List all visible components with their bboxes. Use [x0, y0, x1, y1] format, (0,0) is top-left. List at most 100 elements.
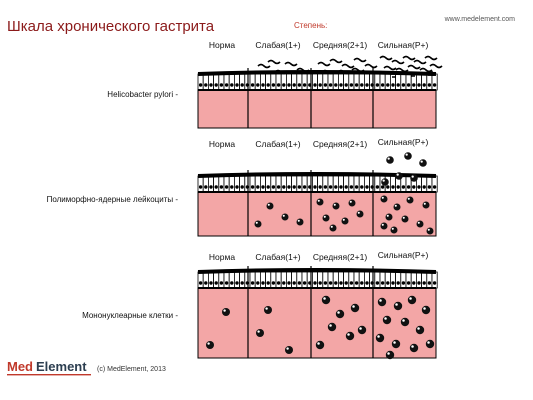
epithelial-cell — [332, 175, 339, 193]
cell-nucleus — [396, 83, 400, 87]
mononuclear-cell — [400, 317, 410, 327]
cell-nucleus — [230, 83, 234, 87]
basement-membrane — [198, 191, 436, 193]
cell-nucleus — [219, 185, 224, 189]
cell-nucleus — [406, 83, 411, 87]
mononuclear-cell — [327, 322, 337, 332]
epithelial-cell — [275, 271, 282, 289]
epithelial-cell — [374, 73, 381, 91]
epithelial-cell — [291, 73, 298, 91]
bacterium — [267, 59, 281, 65]
epithelial-cell — [228, 73, 235, 91]
epithelial-cell — [239, 73, 246, 91]
cell-nucleus — [240, 281, 244, 285]
epithelial-cell — [327, 73, 334, 91]
site-url[interactable]: www.medelement.com — [444, 16, 515, 23]
cell-nucleus — [235, 185, 239, 189]
page-title: Шкала хронического гастрита — [7, 18, 215, 35]
cell-nucleus — [250, 185, 255, 189]
epithelial-cell — [343, 73, 350, 91]
surface-mucus — [197, 70, 437, 76]
epithelial-cell — [337, 271, 344, 289]
cell-nucleus — [318, 83, 322, 87]
neutrophil — [332, 202, 340, 210]
mononuclear-cell — [206, 341, 214, 349]
neutrophil — [322, 214, 330, 222]
epithelial-cell — [395, 73, 402, 91]
cell-nucleus — [344, 83, 348, 87]
neutrophil-highlight — [391, 227, 394, 230]
epithelial-cell — [254, 175, 261, 193]
bacterium — [337, 69, 351, 75]
cell-nucleus — [391, 83, 395, 87]
bacterium — [429, 63, 443, 69]
mononuclear-cell-highlight — [423, 307, 426, 310]
epithelial-cell — [311, 271, 318, 289]
cell-nucleus — [256, 83, 260, 87]
epithelial-cell — [358, 175, 365, 193]
neutrophil — [381, 178, 389, 186]
epithelial-cell — [306, 175, 313, 193]
epithelial-cell — [197, 73, 204, 91]
cell-nucleus — [334, 281, 338, 285]
bacterium-dot — [395, 73, 397, 75]
mononuclear-cell — [407, 295, 417, 305]
mononuclear-cell-highlight — [265, 307, 268, 310]
mononuclear-cell — [357, 325, 367, 335]
cell-nucleus — [354, 83, 359, 87]
neutrophil — [422, 201, 430, 209]
column-header-normal: Норма — [208, 40, 236, 50]
mononuclear-cell-highlight — [207, 342, 210, 345]
epithelial-cell — [337, 73, 344, 91]
mononuclear-cell — [409, 343, 419, 353]
row-label-mononuclear: Мононуклеарные клетки - — [82, 311, 178, 320]
cell-nucleus — [323, 281, 328, 285]
cell-nucleus — [354, 281, 359, 285]
cell-nucleus — [375, 185, 380, 189]
bacterium-dot — [412, 72, 414, 74]
epithelial-cell — [348, 175, 355, 193]
epithelial-cell — [223, 73, 230, 91]
cell-nucleus — [235, 83, 239, 87]
bacterium — [351, 67, 365, 73]
mononuclear-cell — [321, 295, 331, 305]
bacterium-dot — [414, 72, 416, 74]
bacterium — [341, 63, 355, 69]
neutrophil — [386, 156, 394, 164]
mononuclear-cell-highlight — [352, 305, 355, 308]
surface-mucus — [197, 172, 437, 178]
bacterium-dot — [393, 73, 395, 75]
epithelial-cell — [363, 73, 370, 91]
cell-nucleus — [396, 281, 400, 285]
epithelial-cell — [213, 73, 220, 91]
bacterium — [383, 65, 397, 71]
epithelial-cell — [400, 73, 407, 91]
epithelial-cell — [239, 271, 246, 289]
mononuclear-cell-highlight — [384, 317, 387, 320]
cell-nucleus — [380, 83, 385, 87]
medelement-logo: Med Element — [7, 359, 91, 376]
column-header-severe: Сильная(Р+) — [377, 40, 429, 50]
epithelial-cell — [218, 73, 225, 91]
epithelial-cell — [327, 175, 334, 193]
column-header-severe: Сильная(Р+) — [377, 137, 429, 147]
cell-nucleus — [235, 281, 239, 285]
cell-nucleus — [282, 83, 286, 87]
cell-nucleus — [230, 281, 234, 285]
bacterium — [402, 55, 416, 61]
epithelial-cell — [207, 271, 214, 289]
cell-nucleus — [396, 185, 400, 189]
cell-nucleus — [349, 185, 354, 189]
epithelial-cell — [265, 271, 272, 289]
cell-nucleus — [256, 185, 260, 189]
mononuclear-cell — [222, 308, 230, 316]
cell-nucleus — [219, 83, 224, 87]
neutrophil-highlight — [317, 199, 320, 202]
neutrophil — [380, 195, 388, 203]
cell-nucleus — [334, 83, 338, 87]
cell-nucleus — [282, 281, 286, 285]
cell-nucleus — [360, 185, 364, 189]
epithelial-cell — [239, 175, 246, 193]
mononuclear-cell — [385, 350, 395, 360]
bacterium — [274, 69, 288, 75]
